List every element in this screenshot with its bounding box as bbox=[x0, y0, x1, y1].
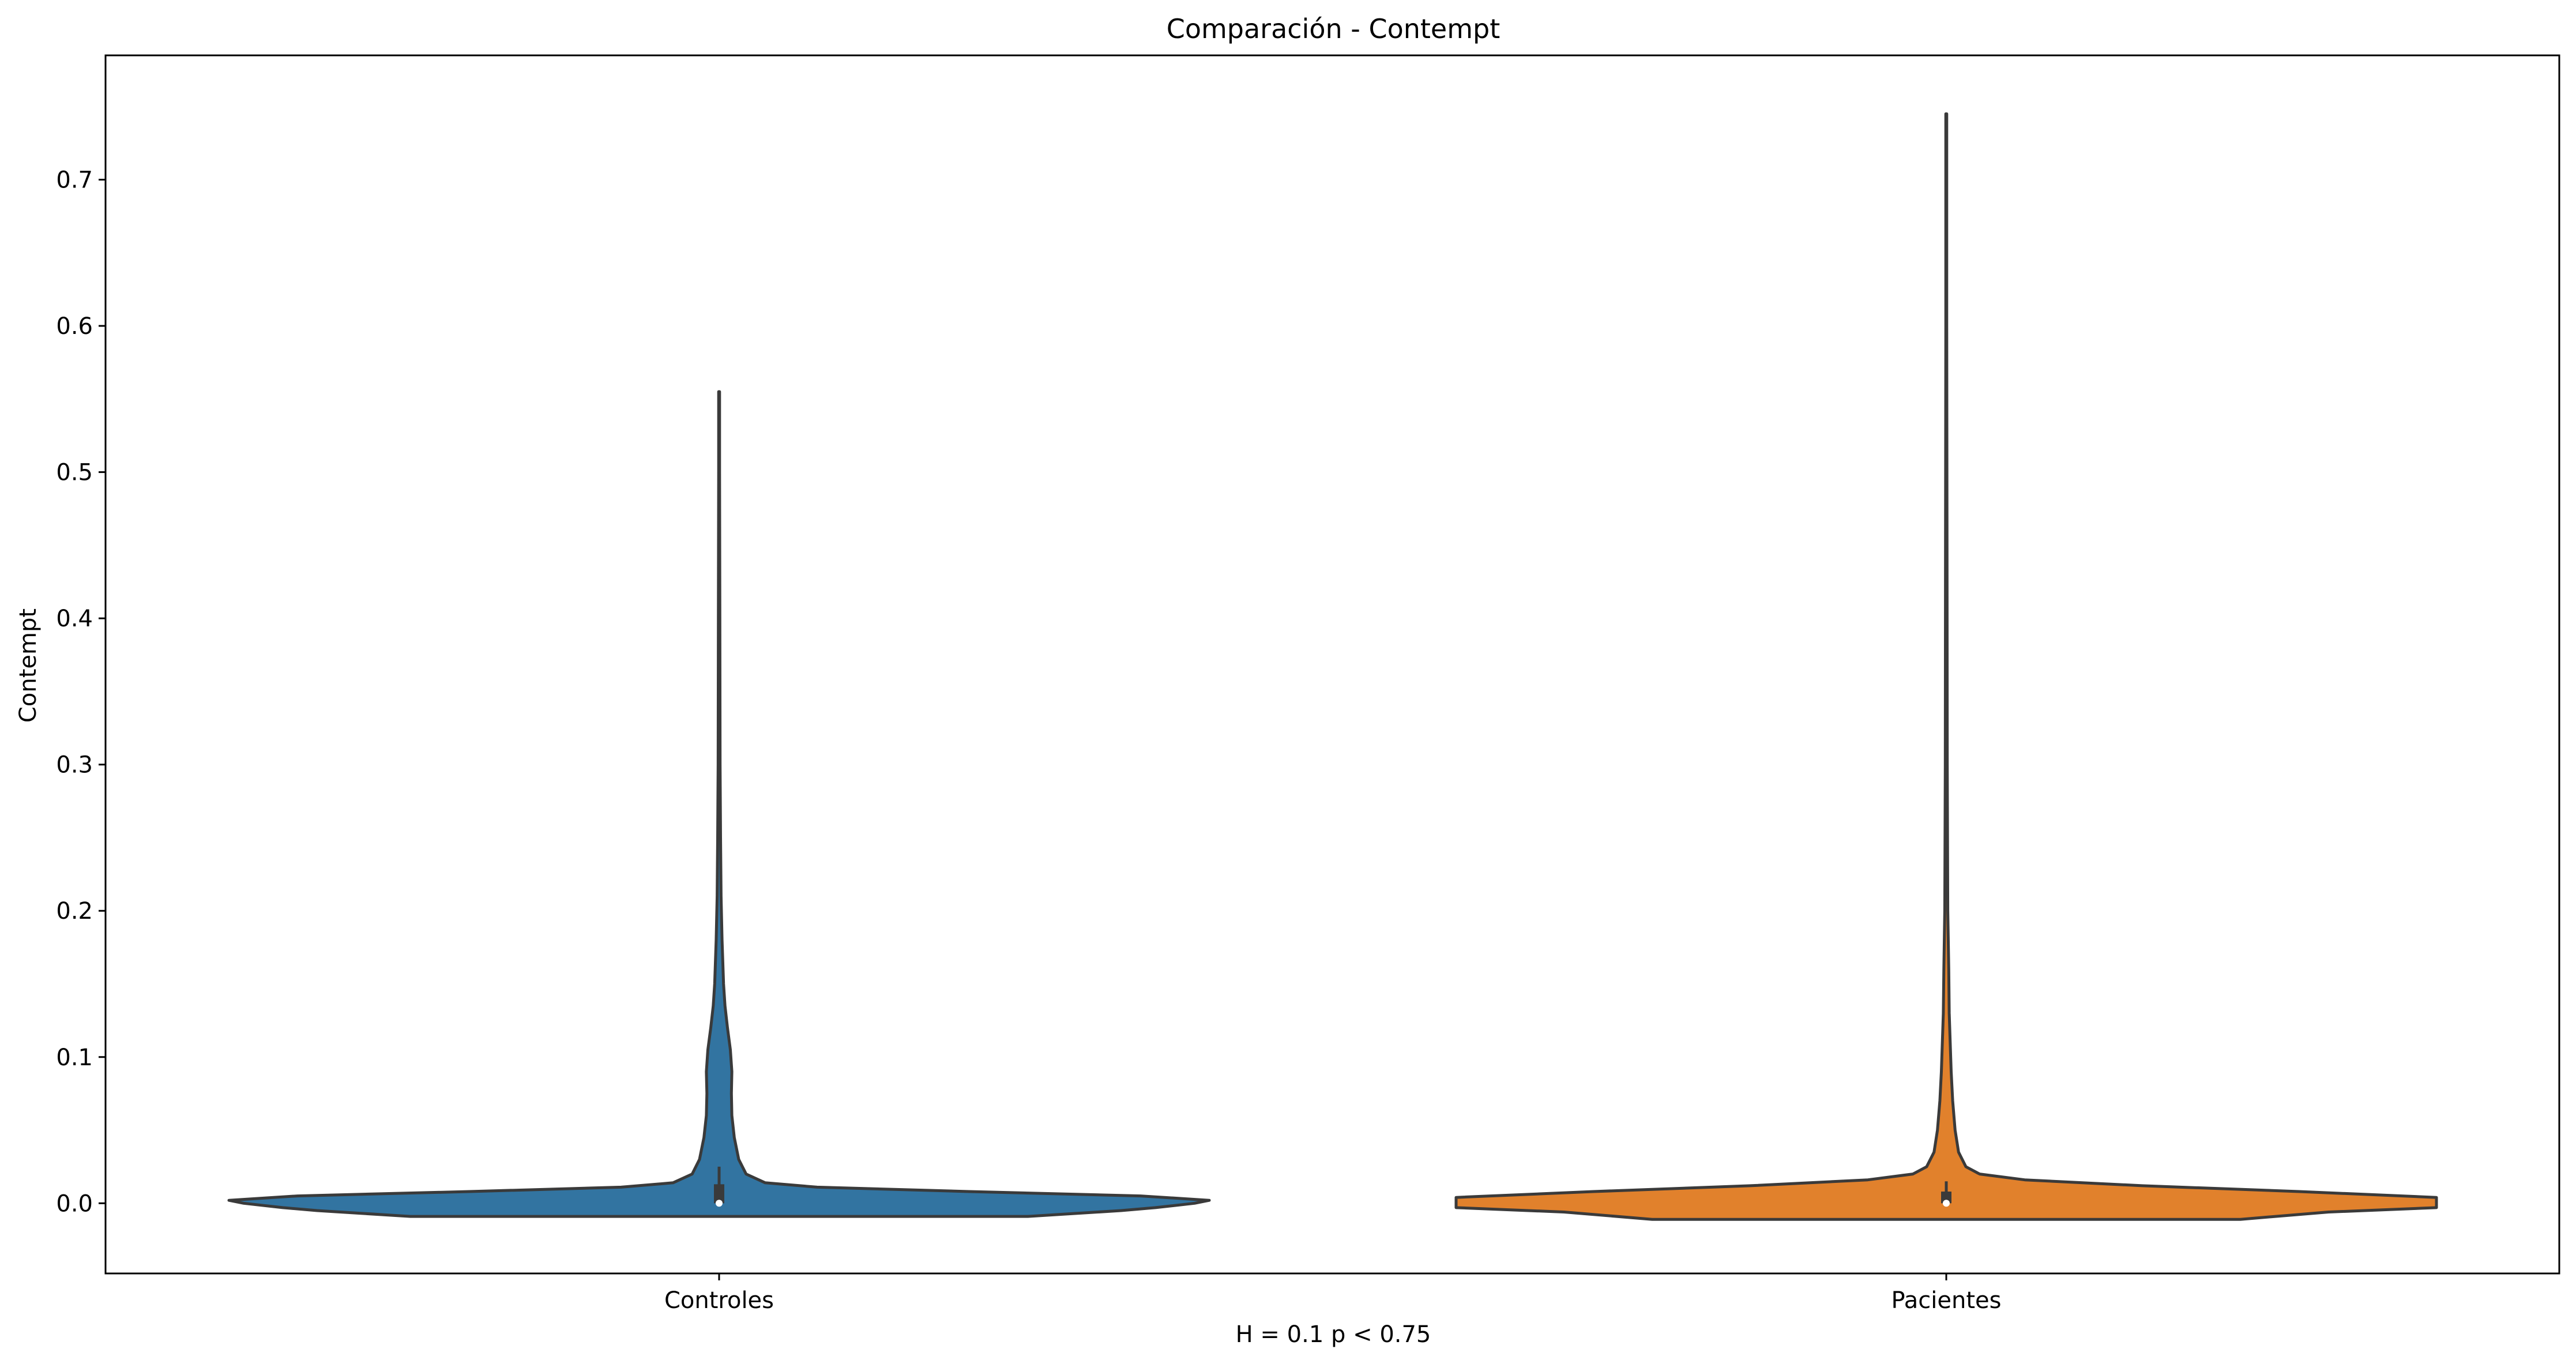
iqr-box-pacientes bbox=[1941, 1192, 1951, 1204]
violin-body-controles bbox=[227, 390, 1211, 1218]
plot-frame bbox=[104, 54, 2560, 1275]
x-tick-label-pacientes: Pacientes bbox=[1891, 1287, 2001, 1314]
axes: 0.0 0.1 0.2 0.3 0.4 0.5 0.6 0.7 Controles Pacient… bbox=[56, 54, 2560, 1314]
y-tick-label: 0.3 bbox=[56, 752, 93, 779]
y-tick-label: 0.2 bbox=[56, 898, 93, 925]
y-tick-label: 0.5 bbox=[56, 460, 93, 486]
x-axis-label: H = 0.1 p < 0.75 bbox=[1236, 1321, 1431, 1348]
chart-title: Comparación - Contempt bbox=[1167, 13, 1501, 44]
median-marker-pacientes bbox=[1943, 1200, 1950, 1207]
x-tick-label-controles: Controles bbox=[664, 1287, 774, 1314]
median-marker-controles bbox=[716, 1200, 723, 1207]
y-axis-label: Contempt bbox=[15, 608, 42, 723]
y-tick-label: 0.0 bbox=[56, 1190, 93, 1217]
y-tick-label: 0.4 bbox=[56, 606, 93, 632]
y-tick-label: 0.1 bbox=[56, 1044, 93, 1071]
y-tick-label: 0.7 bbox=[56, 167, 93, 194]
violin-body-pacientes bbox=[1454, 112, 2438, 1221]
plot-area bbox=[227, 112, 2438, 1221]
iqr-box-controles bbox=[714, 1184, 724, 1204]
y-tick-label: 0.6 bbox=[56, 313, 93, 340]
